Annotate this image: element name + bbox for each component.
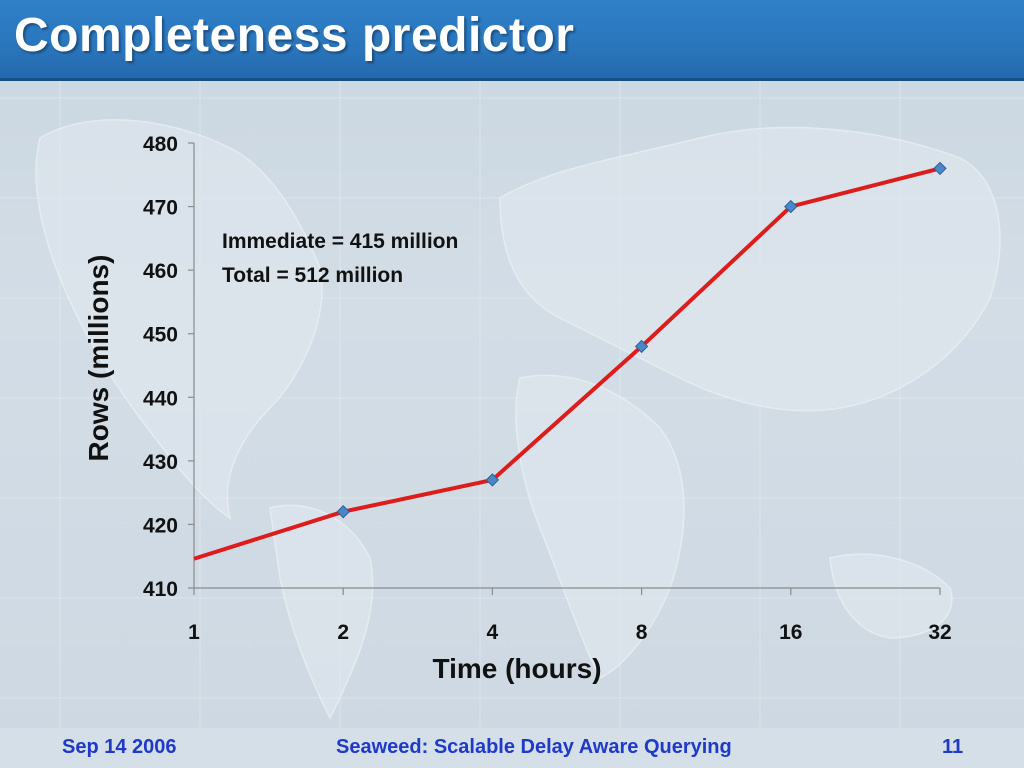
chart-text: Time (hours) Rows (millions) Immediate = 4… bbox=[83, 230, 602, 684]
x-tick-label: 16 bbox=[779, 621, 802, 644]
data-point-marker bbox=[485, 473, 500, 487]
y-tick-label: 480 bbox=[143, 133, 178, 156]
y-tick-label: 430 bbox=[143, 451, 178, 474]
x-tick-label: 32 bbox=[928, 621, 951, 644]
series-line bbox=[193, 166, 941, 561]
footer-date: Sep 14 2006 bbox=[62, 736, 177, 758]
y-axis: 410 420 430 440 450 460 470 480 bbox=[143, 133, 195, 601]
y-tick-label: 440 bbox=[143, 387, 178, 410]
y-tick-label: 450 bbox=[143, 324, 178, 347]
title-bar: Completeness predictor bbox=[0, 0, 1024, 81]
x-tick-label: 8 bbox=[636, 621, 648, 644]
y-tick-label: 460 bbox=[143, 260, 178, 283]
footer-title: Seaweed: Scalable Delay Aware Querying bbox=[336, 736, 732, 758]
slide-footer: Sep 14 2006 Seaweed: Scalable Delay Awar… bbox=[0, 728, 1024, 768]
chart-annotation: Total = 512 million bbox=[222, 264, 403, 287]
y-tick-label: 420 bbox=[143, 514, 178, 537]
x-tick-label: 1 bbox=[188, 621, 200, 644]
x-tick-label: 4 bbox=[487, 621, 499, 644]
x-axis: 1 2 4 8 16 32 bbox=[188, 587, 952, 644]
page-number: 11 bbox=[942, 736, 964, 758]
chart-annotation: Immediate = 415 million bbox=[222, 230, 458, 253]
y-tick-label: 410 bbox=[143, 578, 178, 601]
y-axis-title: Rows (millions) bbox=[83, 255, 114, 462]
data-point-marker bbox=[784, 199, 798, 214]
y-tick-label: 470 bbox=[143, 197, 178, 220]
world-map-background bbox=[0, 78, 1024, 728]
series bbox=[193, 161, 947, 561]
data-point-marker bbox=[634, 339, 649, 354]
data-point-marker bbox=[933, 161, 947, 176]
x-tick-label: 2 bbox=[337, 621, 349, 644]
slide-title: Completeness predictor bbox=[14, 9, 575, 62]
line-chart: 410 420 430 440 450 460 470 480 1 2 4 8 16 32 Time (… bbox=[83, 133, 952, 684]
data-point-marker bbox=[336, 505, 350, 519]
x-axis-title: Time (hours) bbox=[432, 653, 601, 684]
